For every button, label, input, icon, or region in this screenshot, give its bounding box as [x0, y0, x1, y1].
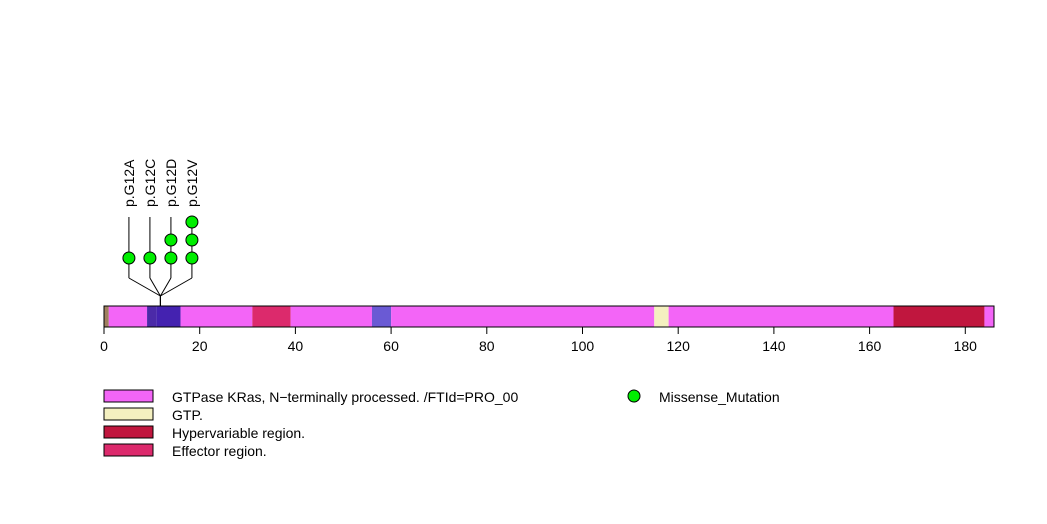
legend-mutation-dot [627, 389, 641, 403]
legend-label: GTP. [172, 407, 203, 423]
mutation-label: p.G12D [163, 159, 179, 207]
mutation-dots [122, 215, 199, 265]
domain-segment [104, 306, 109, 327]
stem-diagonal [149, 277, 161, 297]
legend: GTPase KRas, N−terminally processed. /FT… [103, 389, 780, 459]
legend-label: Hypervariable region. [172, 425, 305, 441]
mutation-label: p.G12V [184, 159, 200, 207]
mutation-dot [185, 251, 199, 265]
protein-domains [103, 305, 995, 328]
mutation-dot [185, 233, 199, 247]
domain-segment [156, 306, 181, 327]
mutation-dot [143, 251, 157, 265]
legend-label: Effector region. [172, 443, 267, 459]
mutation-stems [128, 217, 193, 306]
stem-diagonal [128, 277, 161, 297]
domain-segment [290, 306, 372, 327]
x-tick-label: 60 [383, 338, 399, 354]
legend-swatch [103, 389, 154, 403]
domain-segment [654, 306, 669, 327]
legend-label: GTPase KRas, N−terminally processed. /FT… [172, 389, 518, 405]
domain-segment [252, 306, 291, 327]
domain-segment [984, 306, 994, 327]
domain-segment [893, 306, 985, 327]
x-tick-label: 120 [667, 338, 691, 354]
x-tick-label: 180 [954, 338, 978, 354]
mutation-label: p.G12A [121, 159, 137, 207]
mutation-labels: p.G12A p.G12C p.G12D p.G12V [121, 159, 200, 207]
x-tick-label: 140 [762, 338, 786, 354]
x-tick-label: 40 [288, 338, 304, 354]
mutation-label: p.G12C [142, 159, 158, 207]
mutation-dot [164, 233, 178, 247]
domain-segment [371, 306, 392, 327]
stem-diagonal [160, 277, 193, 297]
x-axis: 0 20 40 60 80 100 120 140 160 180 [100, 326, 978, 354]
x-tick-label: 0 [100, 338, 108, 354]
x-tick-label: 80 [479, 338, 495, 354]
x-tick-label: 20 [192, 338, 208, 354]
mutation-dot [164, 251, 178, 265]
legend-mutation-label: Missense_Mutation [659, 389, 780, 405]
x-tick-label: 160 [858, 338, 882, 354]
domain-segment [180, 306, 253, 327]
domain-segment [108, 306, 148, 327]
domain-segment [147, 306, 157, 327]
stem-diagonal [159, 277, 172, 297]
legend-swatch [103, 425, 154, 439]
legend-swatch [103, 407, 154, 421]
mutation-dot [122, 251, 136, 265]
legend-swatch [103, 443, 154, 457]
x-tick-label: 100 [571, 338, 595, 354]
domain-segment [668, 306, 894, 327]
domain-segment [391, 306, 655, 327]
mutation-dot [185, 215, 199, 229]
